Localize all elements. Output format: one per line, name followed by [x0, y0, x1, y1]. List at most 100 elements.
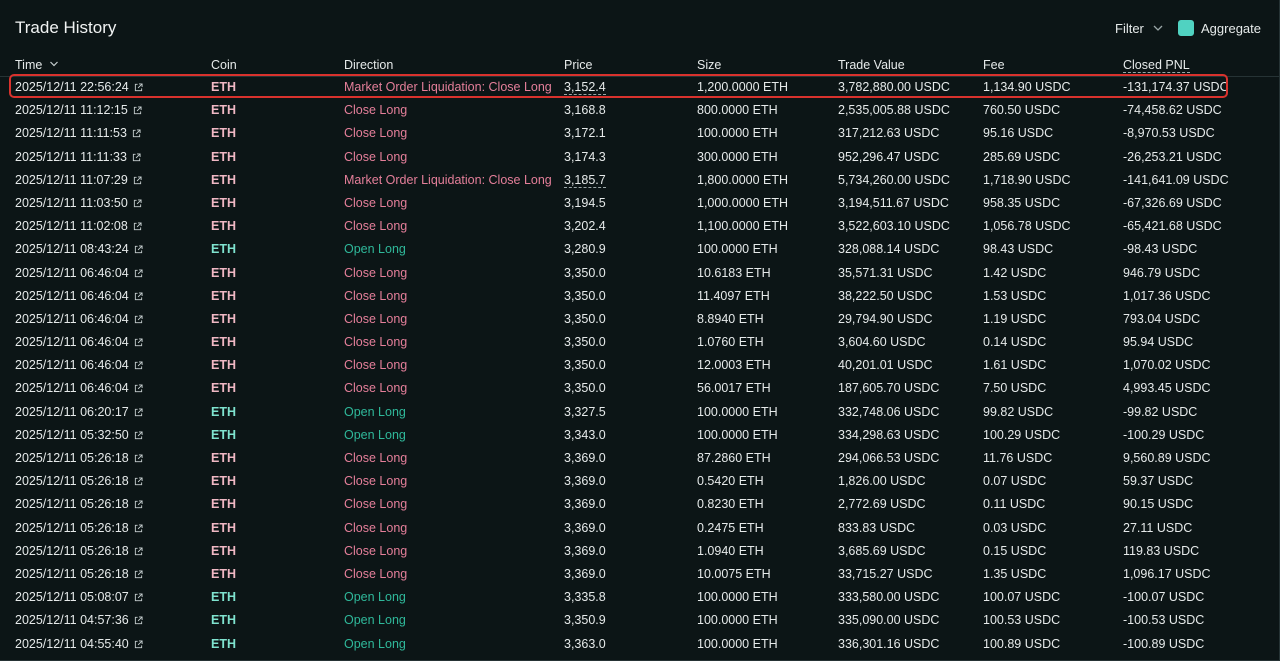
external-link-icon[interactable] — [134, 547, 143, 556]
external-link-icon[interactable] — [134, 524, 143, 533]
table-row[interactable]: 2025/12/11 05:26:18 ETH Close Long 3,369.0 0… — [0, 517, 1280, 540]
time-cell[interactable]: 2025/12/11 05:32:50 — [15, 428, 143, 442]
table-row[interactable]: 2025/12/11 05:26:18 ETH Close Long 3,369.0 0… — [0, 470, 1280, 493]
external-link-icon[interactable] — [134, 593, 143, 602]
external-link-icon[interactable] — [134, 616, 143, 625]
table-row[interactable]: 2025/12/11 06:20:17 ETH Open Long 3,327.5 10… — [0, 401, 1280, 424]
fee-cell: 0.11 USDC — [983, 497, 1046, 512]
time-cell[interactable]: 2025/12/11 06:46:04 — [15, 381, 143, 395]
chevron-down-icon[interactable] — [1152, 23, 1164, 33]
time-cell[interactable]: 2025/12/11 06:46:04 — [15, 312, 143, 326]
external-link-icon[interactable] — [134, 245, 143, 254]
filter-dropdown[interactable]: Filter — [1115, 21, 1144, 36]
time-cell[interactable]: 2025/12/11 05:26:18 — [15, 451, 143, 465]
closed-pnl-cell: 27.11 USDC — [1123, 520, 1193, 535]
table-row[interactable]: 2025/12/11 06:46:04 ETH Close Long 3,350.0 1… — [0, 285, 1280, 308]
coin-cell: ETH — [211, 242, 236, 257]
table-row[interactable]: 2025/12/11 05:26:18 ETH Close Long 3,369.0 1… — [0, 540, 1280, 563]
table-row[interactable]: 2025/12/11 11:11:53 ETH Close Long 3,172.1 1… — [0, 122, 1280, 145]
time-cell[interactable]: 2025/12/11 11:11:53 — [15, 126, 141, 140]
fee-cell: 100.89 USDC — [983, 636, 1061, 651]
external-link-icon[interactable] — [133, 222, 142, 231]
aggregate-label[interactable]: Aggregate — [1201, 21, 1261, 36]
table-row[interactable]: 2025/12/11 06:46:04 ETH Close Long 3,350.0 5… — [0, 377, 1280, 400]
header-time[interactable]: Time — [15, 58, 59, 72]
table-row[interactable]: 2025/12/11 04:57:36 ETH Open Long 3,350.9 10… — [0, 609, 1280, 632]
table-row[interactable]: 2025/12/11 05:26:18 ETH Close Long 3,369.0 1… — [0, 563, 1280, 586]
table-row[interactable]: 2025/12/11 06:46:04 ETH Close Long 3,350.0 8… — [0, 308, 1280, 331]
table-row[interactable]: 2025/12/11 08:43:24 ETH Open Long 3,280.9 10… — [0, 238, 1280, 261]
fee-cell: 100.07 USDC — [983, 590, 1061, 605]
table-row[interactable]: 2025/12/11 06:46:04 ETH Close Long 3,350.0 1… — [0, 354, 1280, 377]
time-cell[interactable]: 2025/12/11 04:55:40 — [15, 637, 143, 651]
table-row[interactable]: 2025/12/11 05:26:18 ETH Close Long 3,369.0 8… — [0, 447, 1280, 470]
time-cell[interactable]: 2025/12/11 05:08:07 — [15, 590, 143, 604]
table-row[interactable]: 2025/12/11 11:07:29 ETH Market Order Liqui… — [0, 169, 1280, 192]
price-text: 3,174.3 — [564, 149, 606, 164]
external-link-icon[interactable] — [134, 477, 143, 486]
external-link-icon[interactable] — [134, 408, 143, 417]
external-link-icon[interactable] — [133, 106, 142, 115]
time-cell[interactable]: 2025/12/11 04:57:36 — [15, 613, 143, 627]
closed-pnl-cell: 793.04 USDC — [1123, 311, 1201, 326]
external-link-icon[interactable] — [134, 500, 143, 509]
time-cell[interactable]: 2025/12/11 22:56:24 — [15, 80, 143, 94]
time-cell[interactable]: 2025/12/11 11:07:29 — [15, 173, 142, 187]
external-link-icon[interactable] — [134, 292, 143, 301]
closed-pnl-cell: -67,326.69 USDC — [1123, 195, 1222, 210]
external-link-icon[interactable] — [134, 83, 143, 92]
time-cell[interactable]: 2025/12/11 06:46:04 — [15, 358, 143, 372]
table-row[interactable]: 2025/12/11 11:03:50 ETH Close Long 3,194.5 1… — [0, 192, 1280, 215]
time-cell[interactable]: 2025/12/11 11:11:33 — [15, 150, 141, 164]
price-text: 3,202.4 — [564, 219, 606, 234]
external-link-icon[interactable] — [134, 454, 143, 463]
time-cell[interactable]: 2025/12/11 11:12:15 — [15, 103, 142, 117]
external-link-icon[interactable] — [132, 153, 141, 162]
time-text: 2025/12/11 11:12:15 — [15, 103, 128, 118]
external-link-icon[interactable] — [134, 338, 143, 347]
table-row[interactable]: 2025/12/11 11:02:08 ETH Close Long 3,202.4 1… — [0, 215, 1280, 238]
time-cell[interactable]: 2025/12/11 06:20:17 — [15, 405, 143, 419]
external-link-icon[interactable] — [134, 361, 143, 370]
time-cell[interactable]: 2025/12/11 08:43:24 — [15, 242, 143, 256]
trade-value-cell: 3,782,880.00 USDC — [838, 80, 950, 94]
header-closed-pnl[interactable]: Closed PNL — [1123, 58, 1190, 73]
external-link-icon[interactable] — [134, 268, 143, 278]
time-cell[interactable]: 2025/12/11 06:46:04 — [15, 266, 143, 280]
direction-cell: Close Long — [344, 149, 408, 164]
time-cell[interactable]: 2025/12/11 05:26:18 — [15, 521, 143, 535]
time-cell[interactable]: 2025/12/11 05:26:18 — [15, 497, 143, 511]
table-row[interactable]: 2025/12/11 04:55:40 ETH Open Long 3,363.0 10… — [0, 633, 1280, 656]
external-link-icon[interactable] — [134, 315, 143, 324]
time-cell[interactable]: 2025/12/11 06:46:04 — [15, 289, 143, 303]
table-row[interactable]: 2025/12/11 05:26:18 ETH Close Long 3,369.0 0… — [0, 493, 1280, 516]
time-cell[interactable]: 2025/12/11 05:26:18 — [15, 544, 143, 558]
table-row[interactable]: 2025/12/11 06:46:04 ETH Close Long 3,350.0 1… — [0, 262, 1280, 285]
table-row[interactable]: 2025/12/11 11:12:15 ETH Close Long 3,168.8 8… — [0, 99, 1280, 122]
external-link-icon[interactable] — [134, 570, 143, 579]
table-row[interactable]: 2025/12/11 05:32:50 ETH Open Long 3,343.0 10… — [0, 424, 1280, 447]
price-text: 3,335.8 — [564, 590, 606, 605]
fee-cell: 11.76 USDC — [983, 451, 1053, 465]
time-cell[interactable]: 2025/12/11 05:26:18 — [15, 567, 143, 581]
direction-cell: Close Long — [344, 126, 408, 141]
size-cell: 10.0075 ETH — [697, 566, 771, 581]
external-link-icon[interactable] — [134, 639, 143, 649]
table-row[interactable]: 2025/12/11 06:46:04 ETH Close Long 3,350.0 1… — [0, 331, 1280, 354]
time-cell[interactable]: 2025/12/11 06:46:04 — [15, 335, 143, 349]
external-link-icon[interactable] — [134, 431, 143, 440]
time-cell[interactable]: 2025/12/11 05:26:18 — [15, 474, 143, 488]
direction-cell: Close Long — [344, 543, 408, 558]
time-cell[interactable]: 2025/12/11 11:03:50 — [15, 196, 142, 210]
table-row[interactable]: 2025/12/11 11:11:33 ETH Close Long 3,174.3 3… — [0, 146, 1280, 169]
price-cell: 3,369.0 — [564, 497, 606, 511]
price-cell: 3,350.0 — [564, 335, 606, 349]
external-link-icon[interactable] — [134, 384, 143, 393]
external-link-icon[interactable] — [133, 176, 142, 185]
table-row[interactable]: 2025/12/11 22:56:24 ETH Market Order Liqui… — [0, 76, 1280, 99]
table-row[interactable]: 2025/12/11 05:08:07 ETH Open Long 3,335.8 10… — [0, 586, 1280, 609]
aggregate-checkbox[interactable] — [1178, 20, 1194, 36]
external-link-icon[interactable] — [132, 129, 141, 138]
external-link-icon[interactable] — [133, 199, 142, 208]
time-cell[interactable]: 2025/12/11 11:02:08 — [15, 219, 142, 233]
